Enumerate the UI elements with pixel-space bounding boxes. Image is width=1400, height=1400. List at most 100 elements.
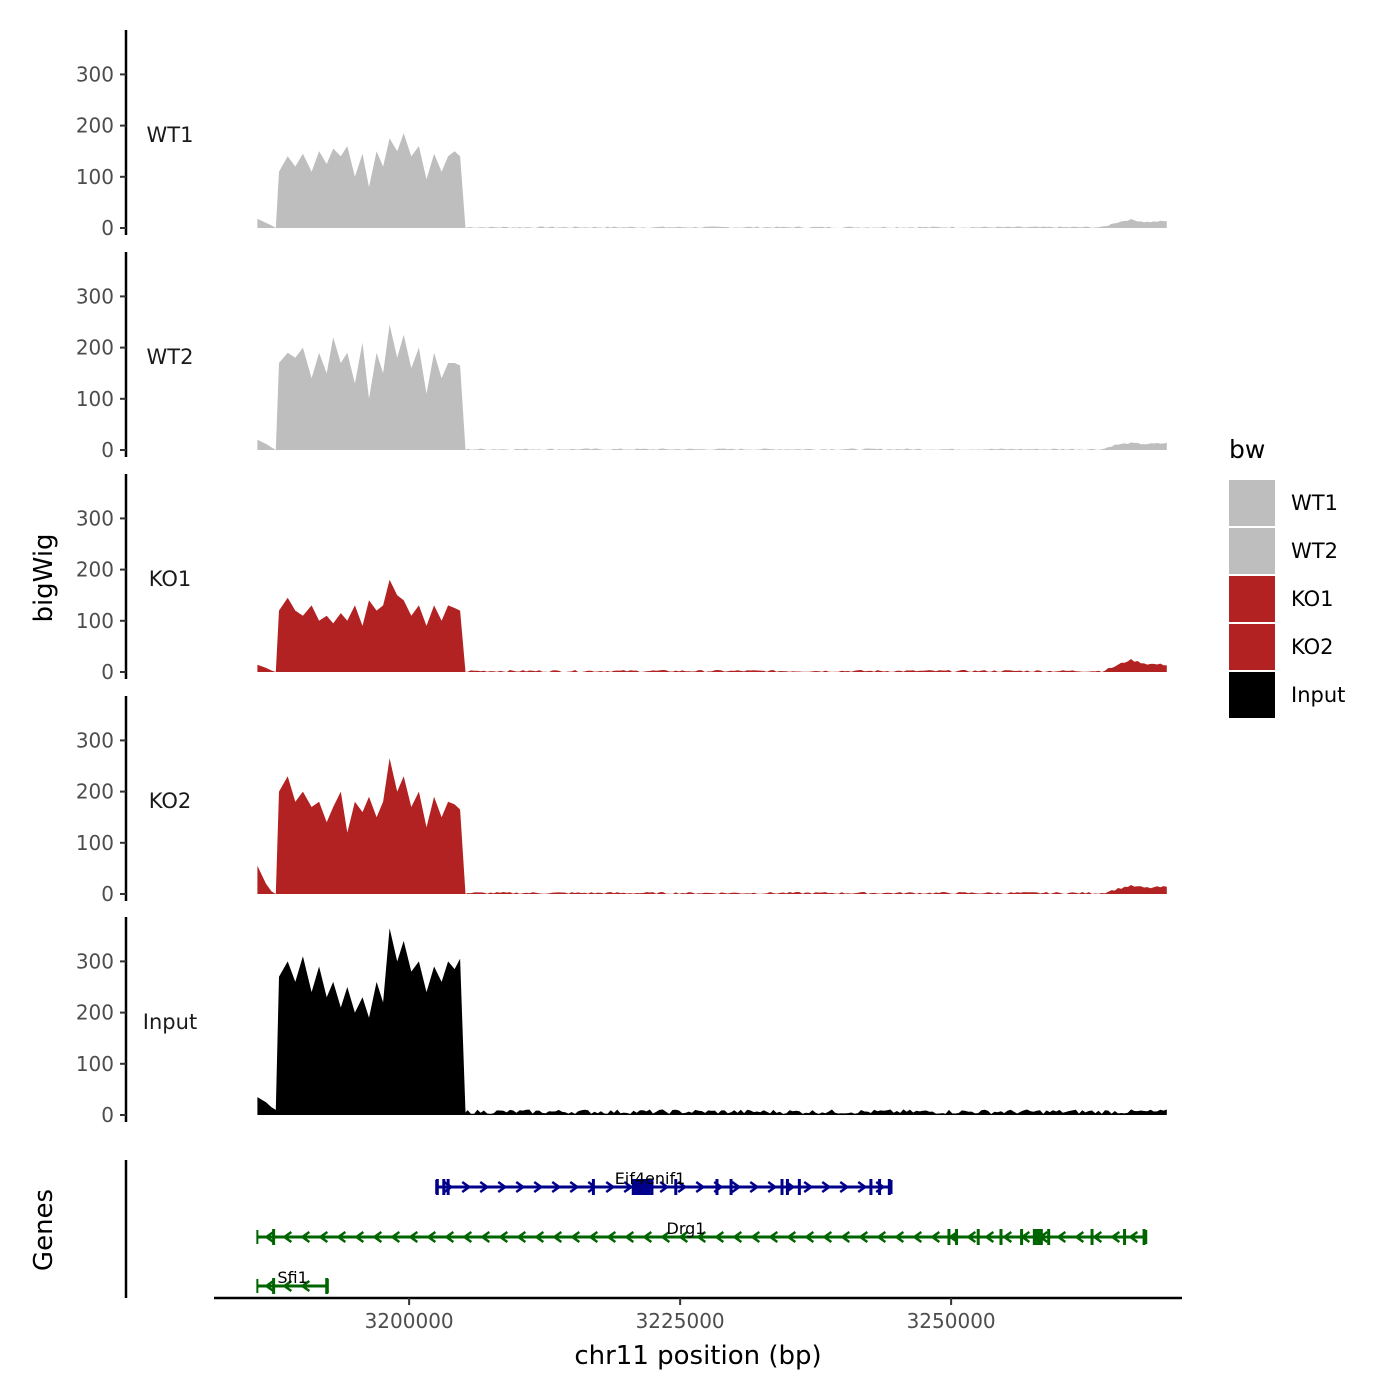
y-tick-label: 100 — [76, 165, 114, 189]
strand-arrow — [300, 1230, 311, 1244]
legend-key-WT2 — [1229, 528, 1275, 574]
legend-label-KO1: KO1 — [1291, 587, 1334, 611]
strand-arrow — [588, 1230, 599, 1244]
strand-arrow — [264, 1279, 275, 1293]
strand-arrow — [551, 1180, 562, 1194]
track-Input: 0 100 200 300 Input — [76, 917, 1167, 1127]
signal-area-KO2 — [257, 758, 1167, 894]
strand-arrow — [552, 1230, 563, 1244]
strand-arrow — [569, 1180, 580, 1194]
strand-arrow — [714, 1230, 725, 1244]
y-tick-label: 100 — [76, 609, 114, 633]
gene-Drg1: Drg1 — [256, 1219, 1148, 1245]
y-tick-label: 300 — [76, 506, 114, 530]
exon — [272, 1229, 276, 1245]
legend-label-KO2: KO2 — [1291, 635, 1334, 659]
strand-arrow — [533, 1180, 544, 1194]
exon — [955, 1229, 959, 1245]
strand-arrow — [821, 1180, 832, 1194]
strand-arrow — [1056, 1230, 1067, 1244]
strand-arrow — [966, 1230, 977, 1244]
gene-label-Eif4enif1: Eif4enif1 — [615, 1169, 686, 1188]
track-label-KO2: KO2 — [149, 789, 192, 813]
strand-arrow — [803, 1180, 814, 1194]
strand-arrow — [768, 1230, 779, 1244]
exon — [999, 1229, 1003, 1245]
exon — [591, 1179, 595, 1195]
exon — [976, 1229, 980, 1245]
y-tick-label: 0 — [101, 438, 114, 462]
gene-track-panel: Eif4enif1 Drg1 Sfi1 — [124, 1160, 1148, 1298]
x-axis-title: chr11 position (bp) — [574, 1341, 821, 1371]
strand-arrow — [587, 1180, 598, 1194]
strand-arrow — [678, 1230, 689, 1244]
track-label-WT1: WT1 — [147, 123, 194, 147]
y-tick-label: 200 — [76, 336, 114, 360]
strand-arrow — [282, 1279, 293, 1293]
exon — [869, 1179, 873, 1195]
legend: bw WT1 WT2 KO1 KO2 Input — [1229, 435, 1345, 718]
strand-arrow — [516, 1230, 527, 1244]
legend-key-KO2 — [1229, 624, 1275, 670]
strand-arrow — [659, 1180, 670, 1194]
strand-arrow — [857, 1180, 868, 1194]
strand-arrow — [695, 1180, 706, 1194]
exon — [1020, 1229, 1024, 1245]
y-tick-label: 0 — [101, 882, 114, 906]
strand-arrow — [372, 1230, 383, 1244]
gene-label-Sfi1: Sfi1 — [277, 1268, 307, 1287]
strand-arrow — [515, 1180, 526, 1194]
strand-arrow — [443, 1180, 454, 1194]
strand-arrow — [858, 1230, 869, 1244]
exon — [435, 1179, 439, 1195]
legend-key-WT1 — [1229, 480, 1275, 526]
exon — [640, 1179, 651, 1195]
strand-arrow — [479, 1180, 490, 1194]
strand-arrow — [605, 1180, 616, 1194]
strand-arrow — [749, 1180, 760, 1194]
exon — [446, 1179, 450, 1195]
legend-label-WT1: WT1 — [1291, 491, 1338, 515]
legend-key-Input — [1229, 672, 1275, 718]
strand-arrow — [498, 1230, 509, 1244]
strand-arrow — [677, 1180, 688, 1194]
exon — [887, 1179, 891, 1195]
y-tick-label: 300 — [76, 728, 114, 752]
strand-arrow — [876, 1230, 887, 1244]
exon — [674, 1179, 678, 1195]
gene-label-Drg1: Drg1 — [667, 1219, 706, 1238]
strand-arrow — [804, 1230, 815, 1244]
strand-arrow — [623, 1180, 634, 1194]
x-axis: 3200000 3225000 3250000 — [214, 1296, 1182, 1333]
y-tick-label: 300 — [76, 62, 114, 86]
strand-arrow — [354, 1230, 365, 1244]
exon — [1142, 1229, 1146, 1245]
x-tick-label: 3200000 — [365, 1309, 454, 1333]
y-tick-label: 0 — [101, 216, 114, 240]
track-panels: 0100200300WT10100200300WT20100200300KO10… — [76, 30, 1167, 1127]
signal-area-Input — [257, 928, 1167, 1115]
strand-arrow — [408, 1230, 419, 1244]
track-WT2: 0 100 200 300 WT2 — [76, 252, 1167, 462]
strand-arrow — [480, 1230, 491, 1244]
y-tick-label: 0 — [101, 660, 114, 684]
legend-title: bw — [1229, 435, 1265, 464]
strand-arrow — [444, 1230, 455, 1244]
strand-arrow — [930, 1230, 941, 1244]
strand-arrow — [390, 1230, 401, 1244]
strand-arrow — [1128, 1230, 1139, 1244]
strand-arrow — [606, 1230, 617, 1244]
strand-arrow — [282, 1230, 293, 1244]
strand-arrow — [1110, 1230, 1121, 1244]
exon — [878, 1179, 882, 1195]
strand-arrow — [497, 1180, 508, 1194]
gene-Eif4enif1: Eif4enif1 — [435, 1169, 893, 1195]
strand-arrow — [300, 1279, 311, 1293]
y-tick-label: 200 — [76, 1001, 114, 1025]
exon — [797, 1179, 801, 1195]
y-tick-label: 100 — [76, 831, 114, 855]
track-WT1: 0 100 200 300 WT1 — [76, 30, 1167, 240]
strand-arrow — [624, 1230, 635, 1244]
legend-label-WT2: WT2 — [1291, 539, 1338, 563]
exon — [650, 1179, 654, 1195]
